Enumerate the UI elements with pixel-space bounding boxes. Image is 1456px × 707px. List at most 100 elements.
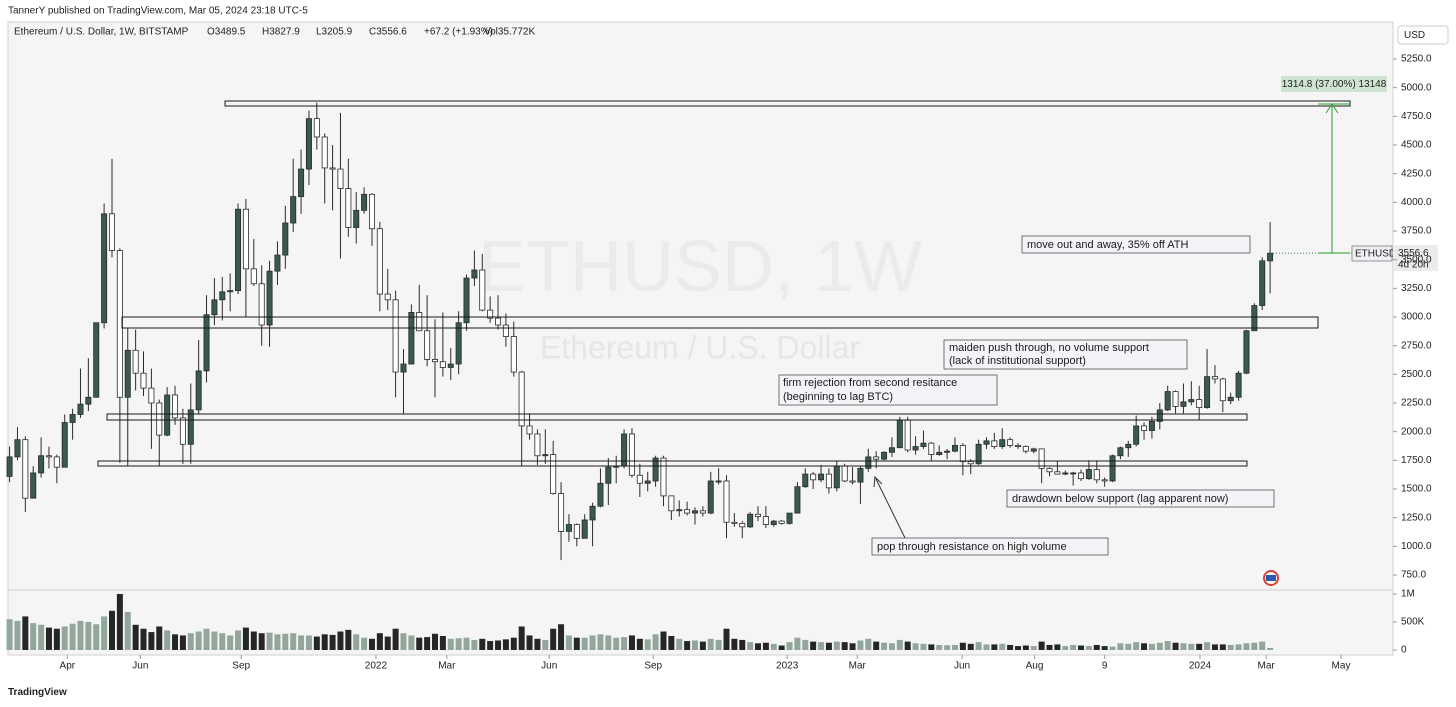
volume-bar	[124, 611, 131, 650]
candle-body	[1093, 469, 1100, 481]
volume-bar	[140, 628, 147, 650]
volume-bar	[1235, 644, 1242, 650]
x-tick-label: Jun	[541, 661, 557, 672]
candle-body	[1204, 376, 1211, 408]
y-tick-label: 3000.0	[1401, 312, 1432, 323]
candle-body	[164, 394, 171, 436]
candle-body	[447, 363, 454, 368]
candle-body	[920, 442, 927, 447]
volume-bar	[589, 635, 596, 650]
volume-bar	[731, 638, 738, 650]
volume-bar	[1141, 643, 1148, 650]
volume-bar	[983, 644, 990, 650]
volume-bar	[187, 633, 194, 650]
volume-bar	[1007, 644, 1014, 650]
candle-body	[298, 168, 305, 198]
zone-1730	[97, 460, 1248, 467]
candle-body	[691, 510, 698, 514]
volume-bar	[896, 639, 903, 650]
volume-bar	[69, 623, 76, 650]
candle-body	[1030, 448, 1037, 452]
candle-body	[833, 465, 840, 489]
volume-bar	[487, 641, 494, 650]
volume-bar	[1093, 644, 1100, 650]
candle-body	[384, 293, 391, 301]
candle-body	[1007, 439, 1014, 446]
candle-body	[227, 290, 234, 293]
volume-bar	[337, 631, 344, 650]
volume-bar	[132, 624, 139, 650]
y-tick-label: 4500.0	[1401, 140, 1432, 151]
volume-bar	[227, 635, 234, 650]
volume-tick-label: 500K	[1401, 617, 1425, 628]
candle-body	[881, 451, 888, 460]
volume-bar	[85, 621, 92, 650]
volume-bar	[116, 593, 123, 650]
x-tick-label: Aug	[1026, 661, 1044, 672]
candle-body	[108, 213, 115, 251]
x-tick-label: Jun	[954, 661, 970, 672]
candle-body	[1062, 472, 1069, 475]
volume-bar	[282, 633, 289, 650]
candle-body	[1038, 448, 1045, 469]
footer-logo: TradingView	[8, 687, 67, 698]
volume-bar	[14, 620, 21, 650]
volume-bar	[959, 642, 966, 650]
x-tick-label: Mar	[438, 661, 456, 672]
candle-body	[825, 473, 832, 489]
drawings: 1314.8 (37.00%) 13148 move out and away,…	[97, 76, 1387, 586]
symbol-line: Ethereum / U.S. Dollar, 1W, BITSTAMP	[14, 27, 189, 38]
volume-bar	[786, 642, 793, 650]
y-tick-label: 5000.0	[1401, 82, 1432, 93]
volume-bar	[1109, 646, 1116, 650]
candle-body	[684, 509, 691, 514]
volume-bar	[61, 626, 68, 650]
volume-bar	[1038, 641, 1045, 650]
event-icon-flag	[1266, 575, 1276, 581]
candle-body	[1156, 409, 1163, 422]
volume-bar	[45, 627, 52, 650]
candle-body	[38, 455, 45, 474]
candle-body	[6, 456, 13, 477]
volume-bar	[479, 638, 486, 650]
candle-body	[818, 473, 825, 481]
volume-bar	[1054, 644, 1061, 650]
annotation-box	[943, 339, 1188, 370]
candle-body	[1148, 420, 1155, 431]
marks	[6, 102, 1393, 650]
volume-bar	[266, 632, 273, 650]
candle-body	[1259, 260, 1266, 306]
y-tick-label: 2500.0	[1401, 369, 1432, 380]
volume-bar	[392, 628, 399, 650]
volume-bar	[384, 636, 391, 650]
volume-bar	[400, 633, 407, 650]
volume-bar	[975, 642, 982, 650]
candle-body	[983, 440, 990, 445]
candle-body	[841, 465, 848, 482]
volume-bar	[22, 616, 29, 650]
volume-bar	[755, 643, 762, 650]
candle-body	[416, 312, 423, 332]
measure-label: 1314.8 (37.00%) 13148	[1282, 79, 1387, 90]
volume-bar	[424, 637, 431, 650]
y-tick-label: 4250.0	[1401, 168, 1432, 179]
volume-bar	[471, 639, 478, 650]
candle-body	[274, 254, 281, 272]
currency-button[interactable]	[1397, 25, 1449, 45]
candle-body	[219, 291, 226, 301]
volume-bar	[920, 643, 927, 650]
candle-body	[187, 409, 194, 445]
measure-arrowhead	[1325, 103, 1339, 114]
candle-body	[928, 442, 935, 456]
volume-bar	[1133, 642, 1140, 650]
volume-bar	[810, 641, 817, 650]
candle-body	[699, 510, 706, 514]
volume-bar	[904, 641, 911, 650]
volume-bar	[652, 634, 659, 650]
volume-bar	[573, 637, 580, 650]
volume-bar	[534, 638, 541, 650]
volume-bar	[1211, 644, 1218, 650]
x-tick-label: Mar	[1258, 661, 1276, 672]
x-tick-label: May	[1332, 661, 1351, 672]
x-tick-label: 2022	[365, 661, 388, 672]
